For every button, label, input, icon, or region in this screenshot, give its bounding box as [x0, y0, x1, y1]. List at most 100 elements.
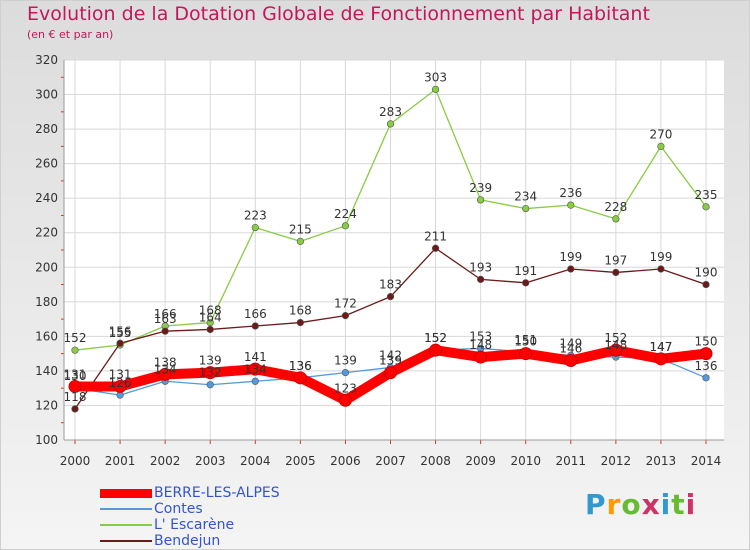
data-label: 303	[424, 70, 447, 84]
data-label: 234	[514, 190, 537, 204]
proxiti-logo: Proxiti	[585, 488, 696, 521]
y-tick-label: 140	[35, 364, 58, 378]
data-label: 224	[334, 207, 357, 221]
data-label: 152	[424, 331, 447, 345]
data-point	[161, 327, 169, 335]
data-label: 190	[695, 266, 718, 280]
data-point	[477, 196, 485, 204]
data-point	[203, 366, 217, 380]
chart-legend: BERRE-LES-ALPES Contes L' Escarène Bendejun	[100, 485, 280, 549]
data-label: 155	[109, 326, 132, 340]
data-label: 168	[199, 304, 222, 318]
x-tick-label: 2008	[420, 454, 451, 468]
x-tick-label: 2004	[240, 454, 271, 468]
data-point	[113, 379, 127, 393]
y-tick-label: 200	[35, 260, 58, 274]
data-point	[206, 325, 214, 334]
data-label: 139	[334, 354, 357, 368]
data-point	[657, 265, 665, 273]
data-point	[341, 222, 350, 230]
logo-letter: o	[621, 488, 642, 521]
data-label: 131	[109, 367, 132, 381]
chart-subtitle: (en € et par an)	[27, 28, 114, 41]
y-tick-label: 240	[35, 191, 58, 205]
data-point	[251, 322, 259, 330]
logo-letter: x	[641, 488, 661, 521]
data-point	[431, 85, 440, 93]
data-label: 123	[334, 381, 357, 395]
data-label: 147	[649, 340, 672, 354]
data-point	[116, 339, 124, 347]
data-label: 146	[559, 342, 582, 356]
data-point	[699, 347, 713, 361]
data-point	[519, 347, 533, 361]
y-tick-label: 320	[35, 53, 58, 67]
data-point	[248, 362, 262, 376]
data-point	[612, 215, 620, 223]
data-label: 215	[289, 222, 312, 236]
x-tick-label: 2012	[601, 454, 632, 468]
data-label: 136	[289, 359, 312, 373]
data-label: 138	[154, 355, 177, 369]
data-label: 236	[559, 186, 582, 200]
data-point	[338, 393, 352, 407]
data-label: 149	[559, 336, 582, 350]
data-point	[296, 318, 304, 327]
x-tick-label: 2003	[195, 454, 226, 468]
x-tick-label: 2002	[150, 454, 181, 468]
legend-item: BERRE-LES-ALPES	[100, 485, 280, 501]
data-label: 141	[244, 350, 267, 364]
data-point	[477, 275, 485, 283]
data-point	[158, 367, 172, 381]
data-label: 163	[154, 312, 177, 326]
data-label: 150	[695, 335, 718, 349]
data-point	[612, 268, 620, 277]
data-point	[341, 369, 350, 377]
data-point	[293, 371, 307, 385]
legend-item: Bendejun	[100, 533, 280, 549]
data-label: 228	[604, 200, 627, 214]
legend-swatch	[100, 524, 152, 526]
y-tick-label: 300	[35, 88, 58, 102]
data-label: 166	[244, 307, 267, 321]
data-point	[68, 379, 82, 393]
data-label: 152	[604, 331, 627, 345]
y-tick-label: 180	[35, 295, 58, 309]
data-point	[474, 350, 488, 364]
data-label: 134	[244, 362, 267, 376]
data-label: 151	[514, 333, 537, 347]
data-label: 136	[289, 359, 312, 373]
legend-label: L' Escarène	[154, 516, 235, 533]
legend-swatch	[100, 508, 152, 510]
data-point	[522, 279, 530, 287]
data-label: 166	[154, 307, 177, 321]
data-label: 139	[199, 354, 222, 368]
legend-swatch	[100, 488, 152, 498]
y-tick-label: 280	[35, 122, 58, 136]
chart-title: Evolution de la Dotation Globale de Fonc…	[27, 3, 650, 25]
data-label: 139	[379, 354, 402, 368]
data-label: 270	[649, 127, 672, 141]
data-label: 197	[604, 253, 627, 267]
logo-letter: P	[585, 488, 607, 521]
data-point	[522, 204, 530, 213]
data-point	[296, 237, 304, 245]
legend-label: BERRE-LES-ALPES	[154, 484, 280, 501]
data-label: 147	[649, 340, 672, 354]
data-point	[567, 201, 575, 209]
data-label: 239	[469, 181, 492, 195]
data-label: 148	[469, 338, 492, 352]
logo-letter: i	[685, 488, 697, 521]
data-point	[431, 244, 440, 252]
data-point	[702, 280, 710, 289]
legend-item: Contes	[100, 501, 280, 517]
data-point	[429, 343, 443, 357]
data-label: 183	[379, 278, 402, 292]
data-point	[654, 352, 668, 366]
data-point	[251, 377, 259, 385]
y-tick-label: 100	[35, 433, 58, 447]
x-tick-label: 2006	[330, 454, 361, 468]
data-point	[657, 142, 665, 150]
x-tick-label: 2005	[285, 454, 316, 468]
